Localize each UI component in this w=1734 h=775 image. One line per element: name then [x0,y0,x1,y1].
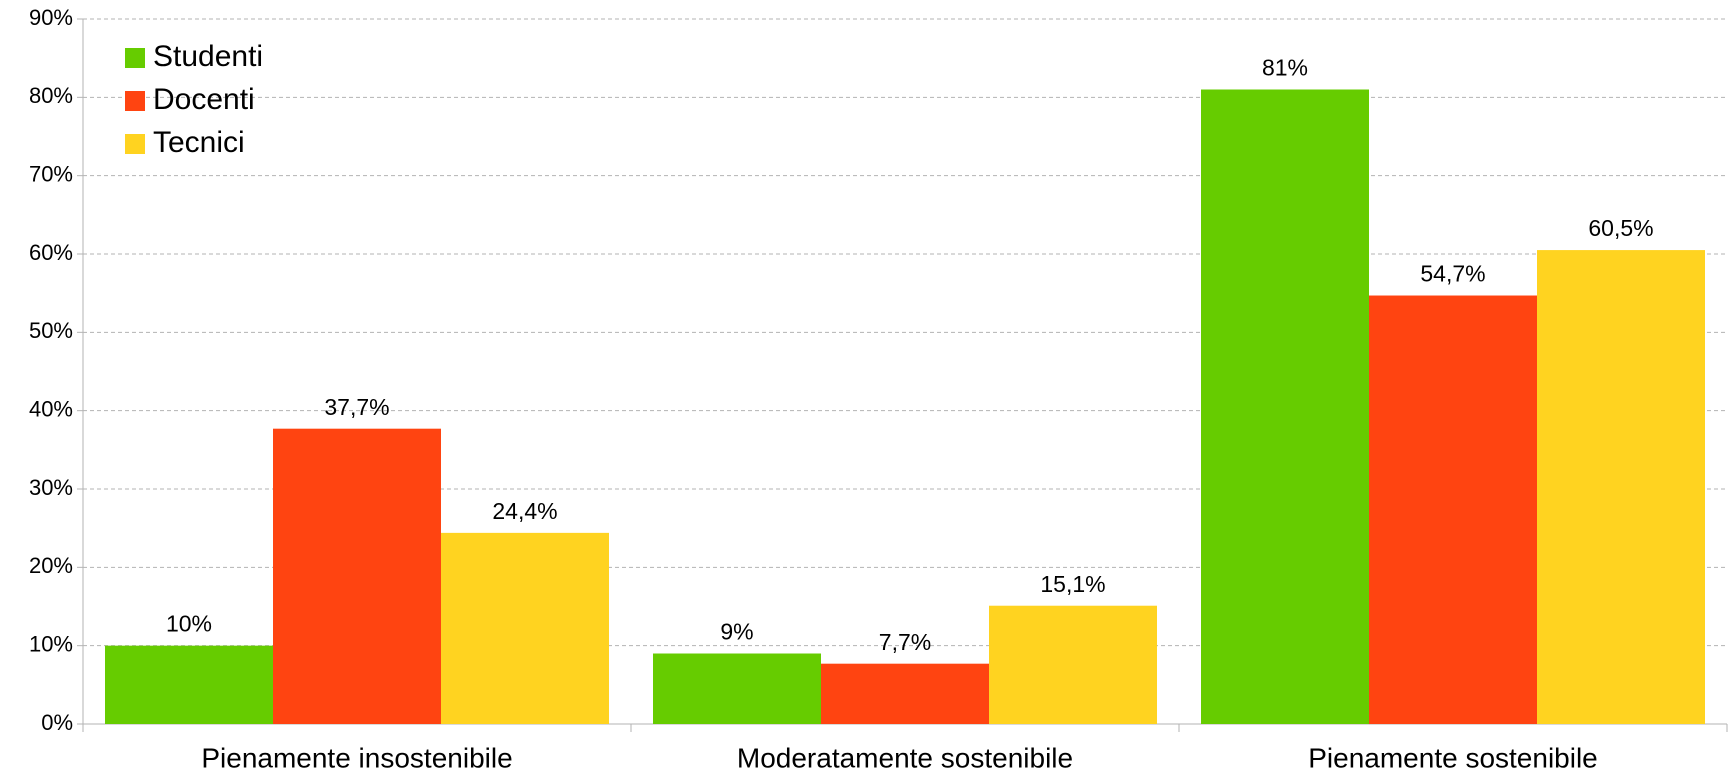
bar [653,653,821,724]
y-tick-label: 20% [29,553,73,578]
legend-swatch [125,91,145,111]
value-label: 81% [1262,55,1308,81]
value-label: 7,7% [879,629,931,655]
bar [1369,295,1537,724]
value-label: 15,1% [1040,571,1105,597]
bar [1537,250,1705,725]
y-tick-label: 70% [29,161,73,186]
legend-label: Tecnici [153,126,245,159]
x-tick-label: Pienamente insostenibile [201,742,512,773]
legend-swatch [125,48,145,68]
y-tick-label: 80% [29,83,73,108]
y-tick-label: 10% [29,631,73,656]
legend-swatch [125,134,145,154]
y-tick-label: 30% [29,475,73,500]
x-tick-label: Pienamente sostenibile [1308,742,1598,773]
x-tick-label: Moderatamente sostenibile [737,742,1073,773]
legend-label: Docenti [153,83,255,116]
y-tick-label: 60% [29,240,73,265]
value-label: 54,7% [1420,261,1485,287]
y-tick-label: 90% [29,5,73,30]
y-tick-label: 0% [41,710,73,735]
bar [821,663,989,724]
bar [989,605,1157,724]
legend-label: Studenti [153,40,263,73]
bar [105,645,273,724]
bar [441,532,609,724]
value-label: 37,7% [324,394,389,420]
value-label: 24,4% [492,498,557,524]
y-tick-label: 40% [29,396,73,421]
bar [1201,89,1369,724]
value-label: 60,5% [1588,215,1653,241]
bar [273,428,441,724]
y-tick-label: 50% [29,318,73,343]
value-label: 9% [720,619,753,645]
value-label: 10% [166,611,212,637]
